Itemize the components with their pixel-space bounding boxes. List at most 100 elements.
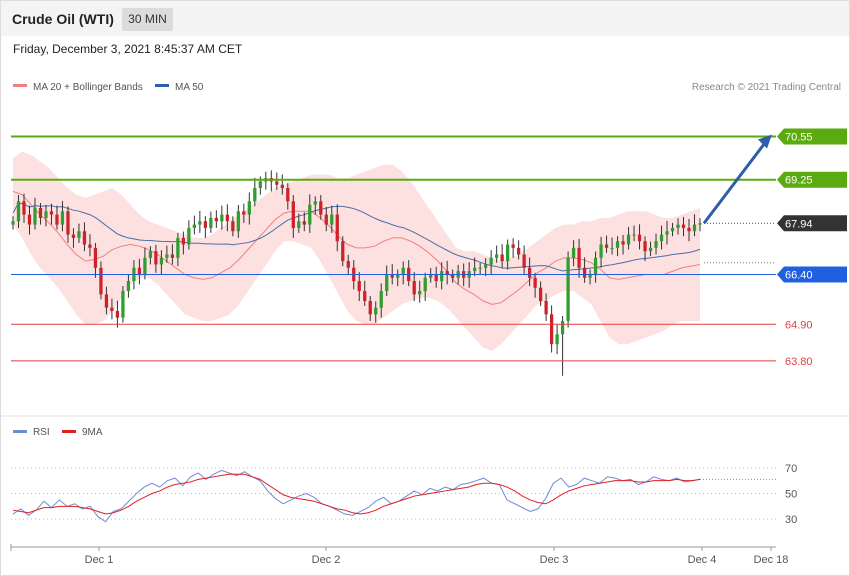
candle-body [577, 247, 581, 268]
candle-body [11, 221, 15, 225]
candle-body [33, 207, 37, 225]
candle-body [55, 214, 59, 225]
candle-body [368, 301, 372, 315]
candle-body [363, 291, 367, 302]
x-tick-label: Dec 4 [688, 554, 717, 566]
candle-body [670, 227, 675, 232]
candle-body [654, 241, 658, 248]
candle-body [379, 291, 383, 308]
candle-body [538, 287, 543, 302]
candle-body [110, 307, 114, 311]
candle-body [665, 231, 669, 235]
candle-body [115, 310, 120, 318]
candle-body [604, 244, 609, 248]
candle-body [423, 277, 427, 292]
candle-body [49, 211, 54, 215]
candle-body [385, 274, 389, 292]
price-levels: 70.55 69.25 67.94 66.40 64.90 63.80 [11, 128, 847, 368]
candle-body [27, 214, 32, 225]
candle-body [593, 257, 598, 275]
candle-body [247, 201, 251, 215]
candle-body [489, 257, 493, 265]
candle-body [148, 251, 153, 258]
candle-body [88, 244, 92, 248]
candle-body [643, 241, 647, 252]
candle-body [66, 211, 70, 235]
candle-body [324, 214, 328, 225]
candle-body [231, 221, 235, 232]
level-label-64.90: 64.90 [785, 319, 813, 331]
candle-body [60, 211, 65, 225]
candle-body [38, 207, 43, 218]
rsi-line [12, 469, 701, 523]
candle-body [582, 267, 587, 278]
bollinger-band [13, 151, 700, 351]
candle-body [401, 267, 405, 275]
candle-body [181, 237, 186, 245]
ma9-legend-swatch [62, 430, 76, 433]
timestamp: Friday, December 3, 2021 8:45:37 AM CET [13, 42, 243, 56]
candle-body [374, 307, 378, 315]
header-bar: Crude Oil (WTI) 30 MIN [1, 1, 849, 36]
rsi-tick-50: 50 [785, 489, 797, 501]
candle-body [82, 231, 87, 245]
candle-body [676, 224, 680, 228]
level-tag-70.55 [777, 128, 847, 145]
level-label-66.40: 66.40 [785, 269, 813, 281]
candle-body [445, 271, 449, 275]
candle-body [258, 181, 262, 189]
candle-body [220, 214, 224, 222]
candle-body [330, 214, 334, 225]
candle-body [692, 224, 697, 232]
instrument-title: Crude Oil (WTI) [12, 11, 114, 27]
candle-body [434, 274, 438, 282]
candle-body [143, 257, 147, 275]
level-tag-66.40 [777, 266, 847, 283]
candle-body [522, 254, 526, 268]
candle-body [495, 254, 499, 258]
ma50-legend-swatch [155, 84, 169, 87]
candle-body [137, 267, 142, 275]
candle-body [99, 267, 103, 295]
ma20-line [12, 190, 701, 305]
candle-body [451, 274, 455, 278]
level-tag-67.94 [777, 215, 847, 232]
projection-arrowhead [758, 134, 772, 149]
candle-body [170, 254, 175, 258]
candle-body [571, 247, 576, 258]
candle-body [121, 291, 125, 318]
candle-body [429, 274, 433, 278]
candle-body [275, 181, 279, 185]
candle-body [126, 281, 131, 292]
candle-body [319, 201, 323, 215]
ma20-legend-label: MA 20 + Bollinger Bands [33, 82, 143, 93]
candle-body [621, 241, 625, 245]
x-tick-label: Dec 1 [85, 554, 114, 566]
candle-body [659, 234, 664, 242]
x-tick-label: Dec 2 [312, 554, 341, 566]
rsi-tick-70: 70 [785, 463, 797, 475]
candle-body [346, 261, 350, 268]
level-label-69.25: 69.25 [785, 175, 813, 187]
timeframe-badge[interactable]: 30 MIN [122, 8, 173, 31]
candle-body [225, 214, 229, 222]
time-axis: Dec 1 Dec 2 Dec 3 Dec 4 Dec 18 [10, 544, 788, 566]
candle-body [637, 234, 642, 242]
candle-body [214, 217, 218, 222]
candle-body [71, 234, 76, 238]
candle-body [313, 201, 317, 205]
candle-body [626, 234, 631, 245]
candle-body [555, 334, 559, 345]
rsi-tick-30: 30 [785, 514, 797, 526]
candle-body [280, 184, 284, 189]
x-tick-label: Dec 3 [540, 554, 569, 566]
candle-body [159, 257, 164, 265]
candle-body [566, 257, 570, 321]
candle-body [440, 271, 444, 282]
candle-body [242, 211, 246, 215]
ma9-legend-label: 9MA [82, 427, 103, 438]
candle-body [22, 201, 26, 215]
candle-body [527, 267, 532, 278]
candle-body [390, 274, 394, 278]
level-label-70.55: 70.55 [785, 132, 813, 144]
